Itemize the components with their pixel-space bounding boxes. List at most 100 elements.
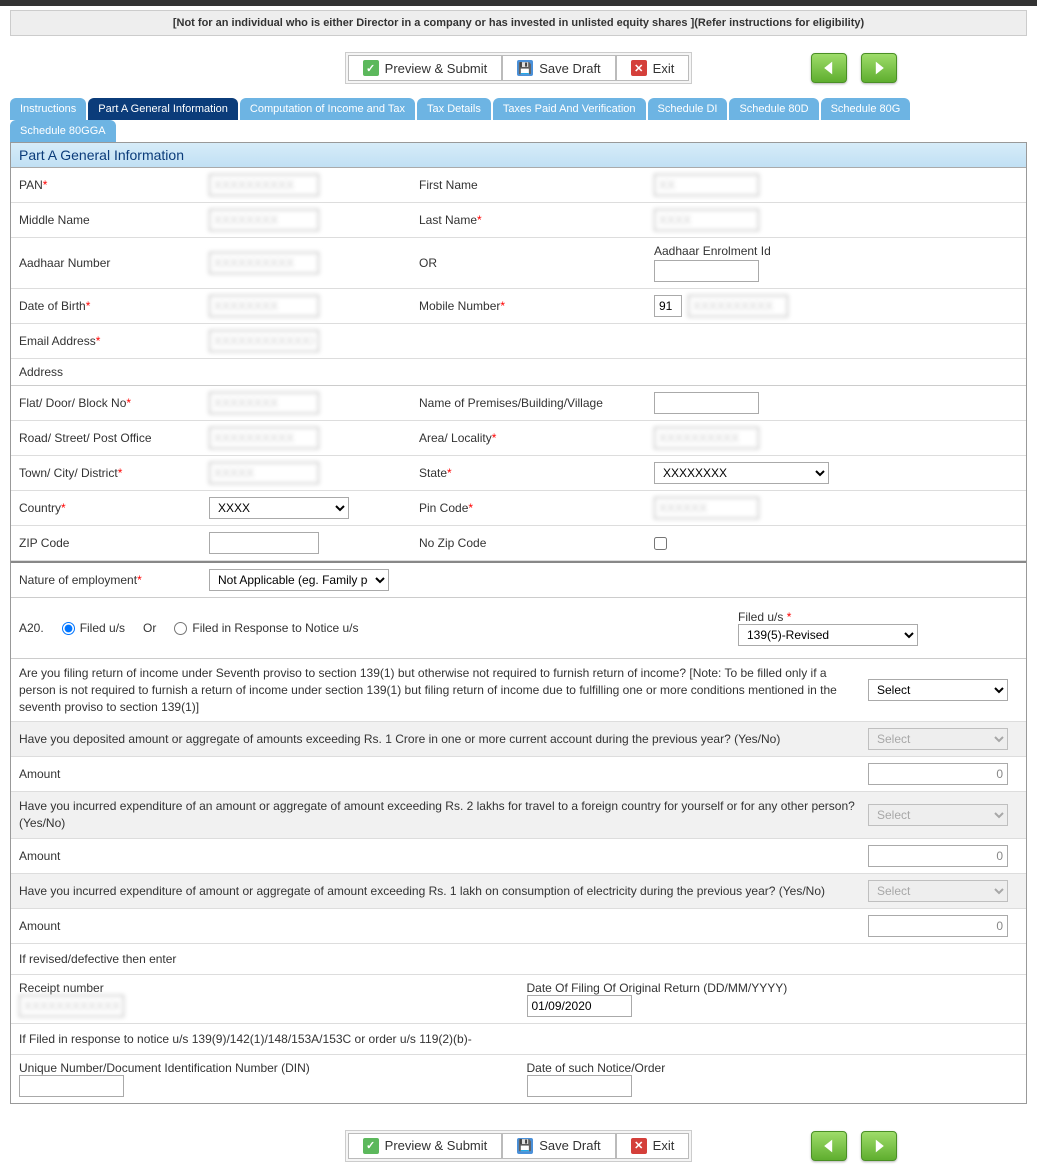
top-bar [0, 0, 1037, 6]
tabs-row: Instructions Part A General Information … [10, 98, 1027, 120]
label-area: Area/ Locality* [411, 421, 646, 455]
tab-schedule-80d[interactable]: Schedule 80D [729, 98, 818, 120]
toolbar-box-bottom: ✓ Preview & Submit 💾 Save Draft ✕ Exit [345, 1130, 693, 1162]
prev-button-bottom[interactable] [811, 1131, 847, 1161]
pan-input[interactable] [209, 174, 319, 196]
dob-input[interactable] [209, 295, 319, 317]
label-nature: Nature of employment* [11, 563, 201, 597]
label-date-filing: Date Of Filing Of Original Return (DD/MM… [527, 981, 1019, 995]
exit-label: Exit [653, 61, 675, 76]
q-elec-select: Select [868, 880, 1008, 902]
close-icon: ✕ [631, 60, 647, 76]
filed-us-select[interactable]: 139(5)-Revised [738, 624, 918, 646]
preview-submit-button[interactable]: ✓ Preview & Submit [348, 55, 503, 81]
nav-arrows-bottom [811, 1131, 897, 1161]
receipt-input[interactable] [19, 995, 124, 1017]
middle-name-input[interactable] [209, 209, 319, 231]
eligibility-note: [Not for an individual who is either Dir… [10, 10, 1027, 36]
form-panel: Part A General Information PAN * First N… [10, 142, 1027, 1104]
label-flat: Flat/ Door/ Block No* [11, 386, 201, 420]
amount-input-3 [868, 915, 1008, 937]
toolbar-top: ✓ Preview & Submit 💾 Save Draft ✕ Exit [10, 46, 1027, 98]
premises-input[interactable] [654, 392, 759, 414]
revised-header: If revised/defective then enter [11, 944, 1026, 975]
label-premises: Name of Premises/Building/Village [411, 386, 646, 420]
nature-select[interactable]: Not Applicable (eg. Family pension etc) [209, 569, 389, 591]
country-select[interactable]: XXXX [209, 497, 349, 519]
label-pan: PAN * [11, 168, 201, 202]
pin-input[interactable] [654, 497, 759, 519]
din-input [19, 1075, 124, 1097]
notice-date-input [527, 1075, 632, 1097]
amount-row-2: Amount [11, 839, 1026, 874]
no-zip-checkbox[interactable] [654, 537, 667, 550]
town-input[interactable] [209, 462, 319, 484]
q-travel-select: Select [868, 804, 1008, 826]
save-draft-button[interactable]: 💾 Save Draft [502, 55, 615, 81]
save-draft-button-bottom[interactable]: 💾 Save Draft [502, 1133, 615, 1159]
tabs-row-2: Schedule 80GGA [10, 120, 1027, 142]
next-button-bottom[interactable] [861, 1131, 897, 1161]
tab-computation[interactable]: Computation of Income and Tax [240, 98, 415, 120]
zip-input[interactable] [209, 532, 319, 554]
q-seventh-select[interactable]: Select [868, 679, 1008, 701]
toolbar-box: ✓ Preview & Submit 💾 Save Draft ✕ Exit [345, 52, 693, 84]
check-icon: ✓ [363, 60, 379, 76]
q-deposit-select: Select [868, 728, 1008, 750]
tab-schedule-di[interactable]: Schedule DI [648, 98, 728, 120]
label-last-name: Last Name* [411, 203, 646, 237]
tab-taxes-paid[interactable]: Taxes Paid And Verification [493, 98, 646, 120]
preview-submit-label: Preview & Submit [385, 61, 488, 76]
exit-button[interactable]: ✕ Exit [616, 55, 690, 81]
toolbar-bottom: ✓ Preview & Submit 💾 Save Draft ✕ Exit [10, 1124, 1027, 1176]
filed-us-radio[interactable]: Filed u/s [62, 621, 125, 635]
mobile-input[interactable] [688, 295, 788, 317]
amount-label-3: Amount [19, 918, 868, 935]
amount-row-3: Amount [11, 909, 1026, 944]
a20-row: A20. Filed u/s Or Filed in Response to N… [11, 598, 1026, 659]
q-elec-text: Have you incurred expenditure of amount … [19, 883, 868, 900]
label-pin: Pin Code* [411, 491, 646, 525]
preview-submit-label-bottom: Preview & Submit [385, 1138, 488, 1153]
state-select[interactable]: XXXXXXXX [654, 462, 829, 484]
label-country: Country* [11, 491, 201, 525]
date-filing-input[interactable] [527, 995, 632, 1017]
label-dob: Date of Birth* [11, 289, 201, 323]
tab-instructions[interactable]: Instructions [10, 98, 86, 120]
mobile-cc-input[interactable] [654, 295, 682, 317]
filed-response-radio[interactable]: Filed in Response to Notice u/s [174, 621, 358, 635]
label-first-name: First Name [411, 168, 646, 202]
next-button[interactable] [861, 53, 897, 83]
q-seventh-row: Are you filing return of income under Se… [11, 659, 1026, 722]
preview-submit-button-bottom[interactable]: ✓ Preview & Submit [348, 1133, 503, 1159]
flat-input[interactable] [209, 392, 319, 414]
aadhaar-enrol-input[interactable] [654, 260, 759, 282]
tab-tax-details[interactable]: Tax Details [417, 98, 491, 120]
q-travel-text: Have you incurred expenditure of an amou… [19, 798, 868, 832]
label-mobile: Mobile Number* [411, 289, 646, 323]
q-deposit-text: Have you deposited amount or aggregate o… [19, 731, 868, 748]
last-name-input[interactable] [654, 209, 759, 231]
aadhaar-input[interactable] [209, 252, 319, 274]
area-input[interactable] [654, 427, 759, 449]
first-name-input[interactable] [654, 174, 759, 196]
a20-label: A20. [19, 621, 44, 635]
email-input[interactable] [209, 330, 319, 352]
label-town: Town/ City/ District* [11, 456, 201, 490]
main-container: [Not for an individual who is either Dir… [0, 10, 1037, 1176]
road-input[interactable] [209, 427, 319, 449]
exit-button-bottom[interactable]: ✕ Exit [616, 1133, 690, 1159]
label-aadhaar-enrol: Aadhaar Enrolment Id [654, 244, 771, 258]
label-notice-date: Date of such Notice/Order [527, 1061, 1019, 1075]
prev-button[interactable] [811, 53, 847, 83]
q-deposit-row: Have you deposited amount or aggregate o… [11, 722, 1026, 757]
tab-schedule-80g[interactable]: Schedule 80G [821, 98, 911, 120]
amount-input-1 [868, 763, 1008, 785]
q-elec-row: Have you incurred expenditure of amount … [11, 874, 1026, 909]
filed-us-label: Filed u/s [738, 610, 783, 624]
tab-schedule-80gga[interactable]: Schedule 80GGA [10, 120, 116, 142]
tab-part-a[interactable]: Part A General Information [88, 98, 238, 120]
label-middle-name: Middle Name [11, 203, 201, 237]
amount-row-1: Amount [11, 757, 1026, 792]
section-header: Part A General Information [11, 143, 1026, 168]
